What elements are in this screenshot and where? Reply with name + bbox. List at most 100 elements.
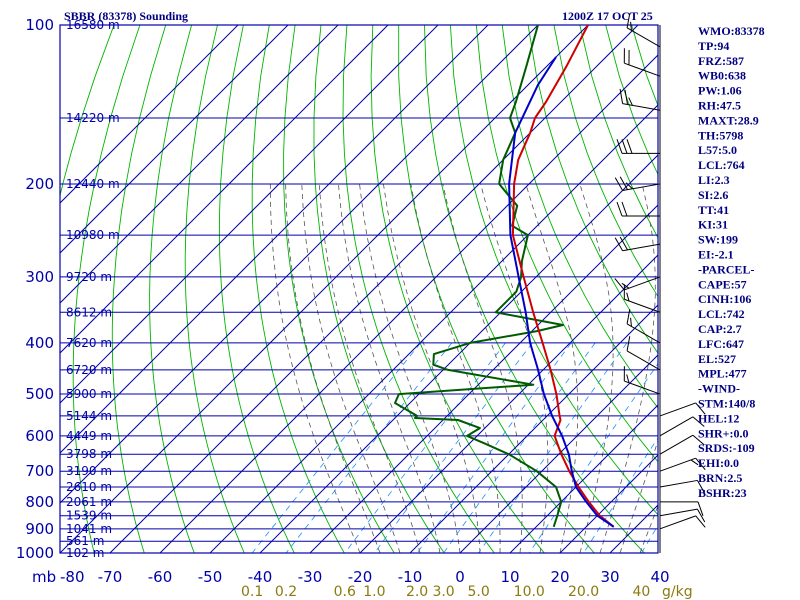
- pressure-tick-label: 900: [25, 520, 54, 538]
- dry-adiabat-line: [787, 25, 800, 553]
- moist-adiabat-line: [285, 183, 381, 553]
- wind-barb-shaft: [624, 298, 661, 313]
- wind-barb-shaft: [659, 508, 698, 517]
- height-label: 102 m: [66, 546, 104, 560]
- mixing-ratio-label: 20.0: [568, 584, 599, 600]
- isotherm-line: [60, 25, 239, 204]
- pressure-tick-label: 100: [25, 16, 54, 34]
- temperature-tick-label: -80: [60, 568, 85, 586]
- dry-adiabat-line: [342, 25, 495, 553]
- sounding-index: SRDS:-109: [698, 441, 755, 455]
- dry-adiabat-line: [501, 25, 658, 409]
- isotherm-line: [309, 204, 658, 553]
- wind-barb-shaft: [624, 62, 661, 77]
- dry-adiabat-line: [553, 25, 658, 298]
- temperature-tick-label: 0: [455, 568, 465, 586]
- isotherm-line: [60, 25, 289, 254]
- mixing-ratio-label: 2.0: [406, 584, 428, 600]
- temperature-tick-label: -20: [348, 568, 373, 586]
- sounding-index: EL:527: [698, 352, 736, 366]
- wind-barb-flag: [690, 459, 699, 466]
- wind-barb-flag: [614, 237, 624, 251]
- sounding-index: LFC:647: [698, 337, 744, 351]
- wind-barb-shaft: [659, 479, 698, 488]
- wind-barb-shaft: [659, 402, 696, 417]
- wind-barb-flag: [626, 292, 630, 302]
- temperature-tick-label: -70: [98, 568, 123, 586]
- wind-barb-flag: [626, 309, 631, 324]
- sounding-index: MAXT:28.9: [698, 113, 759, 127]
- pressure-tick-label: 1000: [16, 544, 54, 562]
- moist-adiabat-line: [599, 183, 656, 553]
- wind-barb-flag: [692, 434, 705, 446]
- moist-adiabat-line: [318, 183, 421, 553]
- mixing-ratio-label: 0.6: [334, 584, 356, 600]
- mixing-ratio-label: 1.0: [363, 584, 385, 600]
- wind-barb-flag: [614, 278, 625, 291]
- isotherm-line: [209, 104, 658, 553]
- wind-barb-shaft: [622, 183, 661, 192]
- wind-barb-flag: [621, 282, 630, 289]
- height-label: 3190 m: [66, 464, 112, 478]
- mixing-ratio-label: 0.2: [275, 584, 297, 600]
- wind-barb-shaft: [624, 276, 661, 291]
- grid-layer: [59, 24, 659, 554]
- isotherm-line: [459, 354, 658, 553]
- isotherm-line: [60, 25, 339, 304]
- temperature-tick-label: -40: [248, 568, 273, 586]
- wind-barb-flag: [696, 508, 706, 523]
- sounding-index: LI:2.3: [698, 173, 730, 187]
- dewpoint-line: [394, 25, 564, 528]
- wind-barb-flag: [621, 201, 628, 217]
- sounding-index: WB0:638: [698, 69, 746, 83]
- height-label: 8612 m: [66, 305, 112, 319]
- plot-frame: [59, 24, 659, 554]
- sounding-index: RH:47.5: [698, 99, 741, 113]
- sounding-index: TP:94: [698, 39, 729, 53]
- sounding-index: FRZ:587: [698, 54, 744, 68]
- moist-adiabat-line: [619, 439, 658, 553]
- wind-barb-flag: [626, 336, 631, 351]
- mixing-ratio-line: [251, 342, 421, 553]
- sounding-index: -WIND-: [698, 382, 740, 396]
- isotherm-line: [559, 454, 658, 553]
- temperature-tick-label: 40: [650, 568, 669, 586]
- sounding-index: LCL:742: [698, 307, 745, 321]
- sounding-index: BSHR:23: [698, 486, 747, 500]
- height-label: 12440 m: [66, 177, 120, 191]
- height-label: 16580 m: [66, 18, 120, 32]
- isotherm-line: [60, 25, 489, 454]
- pressure-tick-label: 500: [25, 385, 54, 403]
- height-label: 10980 m: [66, 228, 120, 242]
- sounding-index: WMO:83378: [698, 24, 765, 38]
- height-label: 5144 m: [66, 409, 112, 423]
- wind-barb-shaft: [622, 103, 661, 111]
- sounding-index: -PARCEL-: [698, 262, 754, 276]
- height-label: 561 m: [66, 534, 104, 548]
- wind-barb-flag: [626, 374, 630, 383]
- sounding-index: TH:5798: [698, 128, 743, 142]
- height-label: 1041 m: [66, 522, 112, 536]
- mixing-ratio-label: 0.1: [241, 584, 263, 600]
- height-label: 2610 m: [66, 480, 112, 494]
- isotherm-line: [259, 154, 658, 553]
- wind-barb-flag: [625, 182, 633, 190]
- mixing-ratio-label: 40: [632, 584, 650, 600]
- indices-panel: WMO:83378TP:94FRZ:587WB0:638PW:1.06RH:47…: [698, 24, 765, 500]
- height-label: 7620 m: [66, 336, 112, 350]
- isotherm-line: [509, 404, 658, 553]
- isotherm-line: [409, 304, 658, 553]
- height-label: 4449 m: [66, 429, 112, 443]
- sounding-index: CINH:106: [698, 292, 751, 306]
- moist-adiabat-line: [338, 183, 441, 553]
- wind-barb-shaft: [659, 434, 694, 455]
- isotherm-line: [60, 25, 589, 553]
- parcel-line: [508, 56, 615, 528]
- wind-barb-flag: [624, 89, 628, 105]
- profile-layer: [394, 25, 615, 528]
- sounding-index: MPL:477: [698, 367, 747, 381]
- wind-barb-flag: [616, 139, 623, 154]
